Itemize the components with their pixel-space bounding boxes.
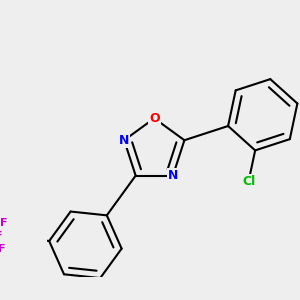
Text: N: N <box>119 134 129 147</box>
Text: N: N <box>168 169 178 182</box>
Text: F: F <box>0 218 8 229</box>
Text: O: O <box>149 112 160 125</box>
Text: Cl: Cl <box>242 175 255 188</box>
Text: F: F <box>0 231 2 241</box>
Text: F: F <box>0 244 5 254</box>
